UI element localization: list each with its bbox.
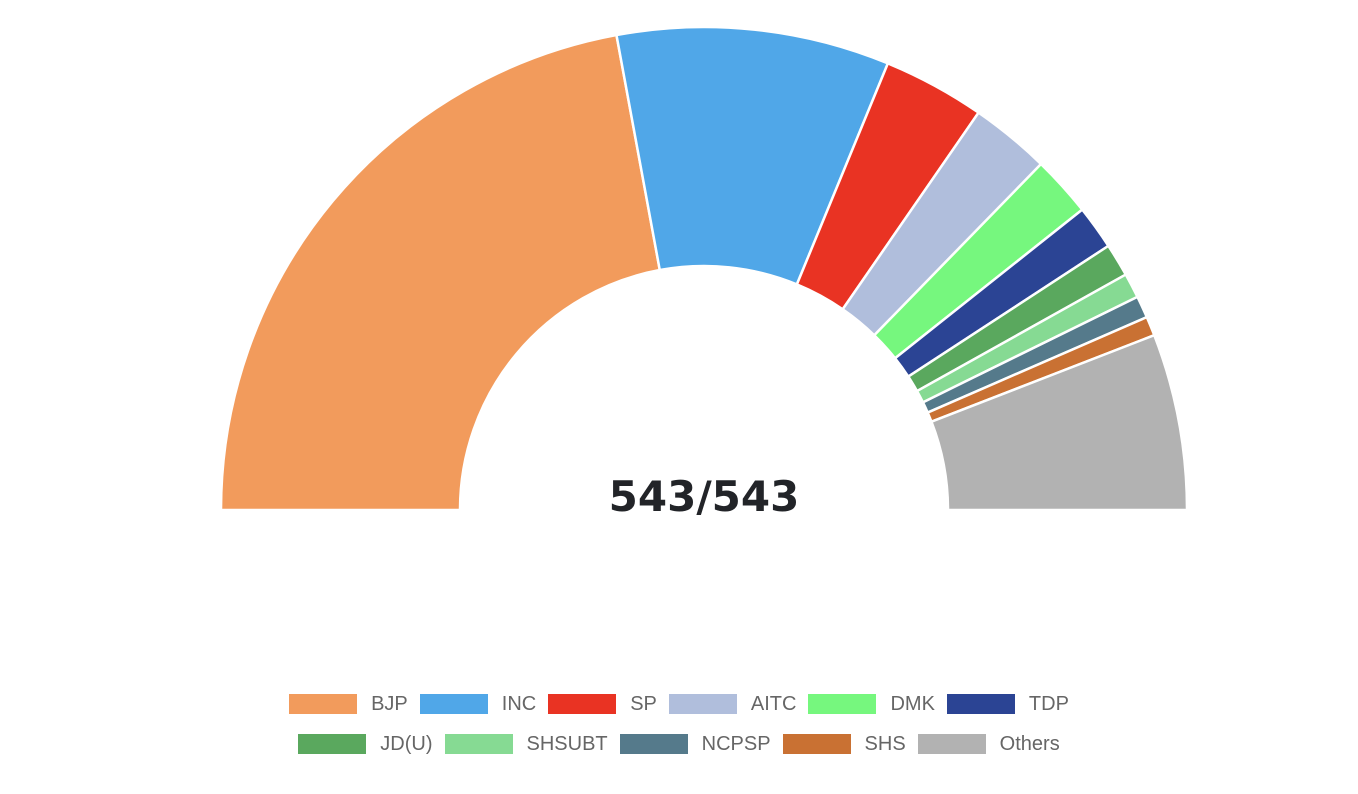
legend-swatch-aitc bbox=[668, 694, 737, 714]
legend-label-shs: SHS bbox=[864, 733, 906, 755]
legend-label-dmk: DMK bbox=[890, 693, 935, 715]
legend-item-shs[interactable]: SHS bbox=[782, 732, 906, 756]
seat-total: 543/543 bbox=[609, 472, 800, 521]
legend-swatch-shsubt bbox=[444, 734, 513, 754]
legend-label-bjp: BJP bbox=[371, 693, 408, 715]
legend-item-others[interactable]: Others bbox=[917, 732, 1060, 756]
slices-group bbox=[219, 25, 1189, 512]
legend-swatch-others bbox=[917, 734, 986, 754]
legend-label-aitc: AITC bbox=[750, 693, 797, 715]
legend-item-aitc[interactable]: AITC bbox=[668, 692, 797, 716]
legend-label-ncpsp: NCPSP bbox=[701, 733, 771, 755]
slice-others[interactable] bbox=[930, 333, 1189, 512]
legend-label-sp: SP bbox=[630, 693, 657, 715]
legend-item-tdp[interactable]: TDP bbox=[946, 692, 1069, 716]
legend-label-jd-u: JD(U) bbox=[380, 733, 433, 755]
legend-item-shsubt[interactable]: SHSUBT bbox=[444, 732, 608, 756]
legend-row-2: JD(U) SHSUBT NCPSP SHS Others bbox=[0, 732, 1358, 756]
legend-swatch-dmk bbox=[808, 694, 877, 714]
slice-bjp[interactable] bbox=[219, 33, 662, 512]
legend-swatch-bjp bbox=[289, 694, 358, 714]
slice-inc[interactable] bbox=[615, 25, 890, 286]
legend-swatch-jd-u bbox=[298, 734, 367, 754]
legend-item-inc[interactable]: INC bbox=[419, 692, 537, 716]
legend-item-ncpsp[interactable]: NCPSP bbox=[619, 732, 771, 756]
legend-swatch-sp bbox=[548, 694, 617, 714]
legend-label-others: Others bbox=[999, 733, 1060, 755]
legend-item-bjp[interactable]: BJP bbox=[289, 692, 408, 716]
legend-label-shsubt: SHSUBT bbox=[526, 733, 608, 755]
legend-label-inc: INC bbox=[501, 693, 537, 715]
legend-row-1: BJP INC SP AITC DMK TDP bbox=[0, 692, 1358, 716]
legend-item-dmk[interactable]: DMK bbox=[808, 692, 935, 716]
legend-item-sp[interactable]: SP bbox=[548, 692, 657, 716]
legend-swatch-tdp bbox=[946, 694, 1015, 714]
legend-swatch-inc bbox=[419, 694, 488, 714]
legend-swatch-ncpsp bbox=[619, 734, 688, 754]
legend-item-jd-u[interactable]: JD(U) bbox=[298, 732, 433, 756]
legend-swatch-shs bbox=[782, 734, 851, 754]
legend-label-tdp: TDP bbox=[1028, 693, 1069, 715]
